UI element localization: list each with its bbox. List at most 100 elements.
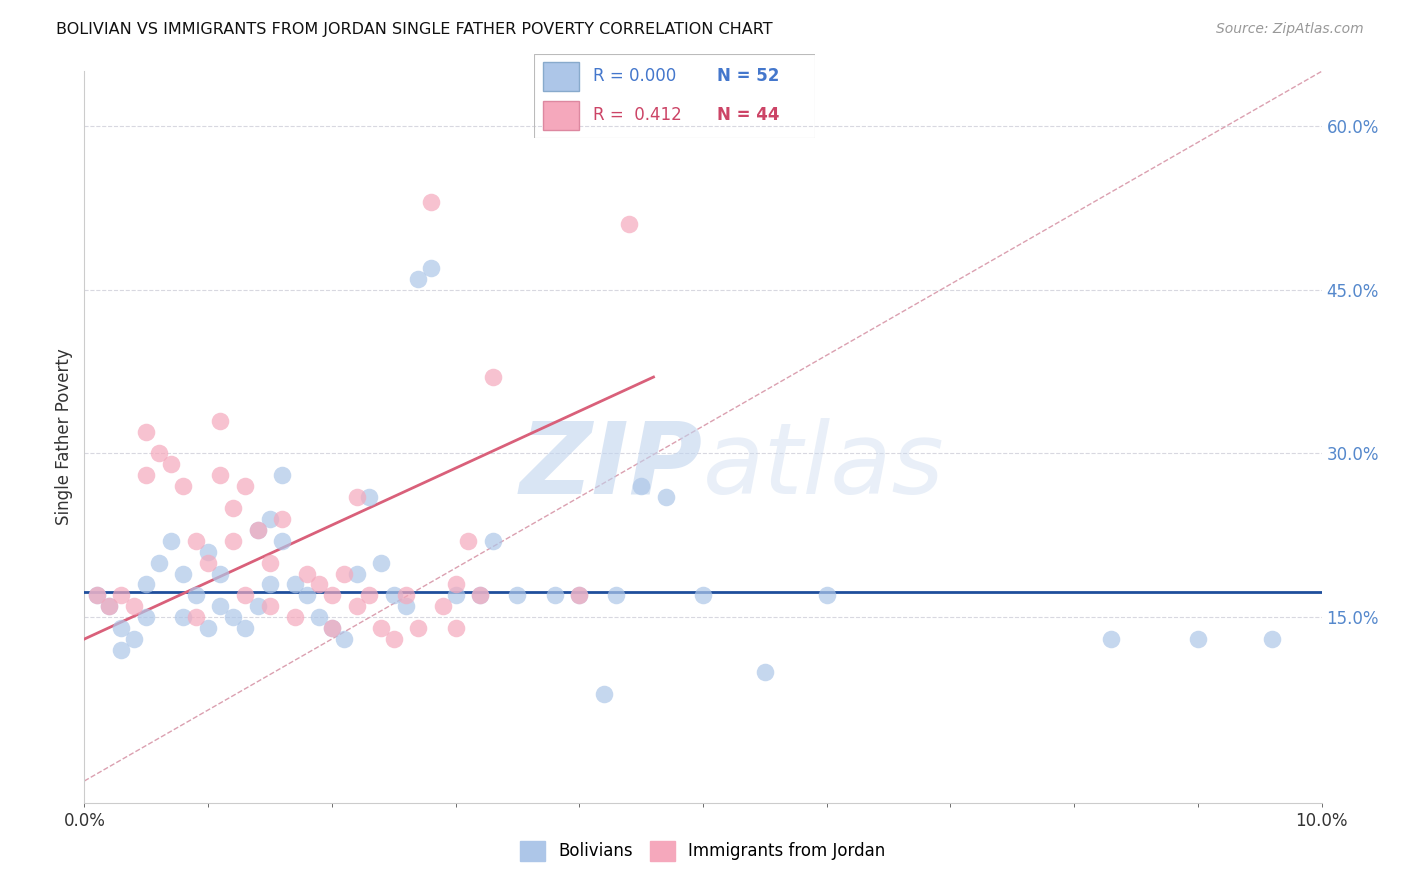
Point <box>172 566 194 581</box>
Point <box>308 610 330 624</box>
Y-axis label: Single Father Poverty: Single Father Poverty <box>55 349 73 525</box>
Point <box>346 490 368 504</box>
Point <box>148 556 170 570</box>
Point <box>333 632 356 646</box>
Point <box>432 599 454 614</box>
Point <box>815 588 838 602</box>
Point <box>246 523 269 537</box>
FancyBboxPatch shape <box>543 101 579 130</box>
Point <box>1187 632 1209 646</box>
Point <box>135 468 157 483</box>
Point <box>308 577 330 591</box>
Point <box>222 610 245 624</box>
Point <box>233 588 256 602</box>
Point <box>122 599 145 614</box>
Point <box>184 533 207 548</box>
Point <box>346 566 368 581</box>
Point <box>506 588 529 602</box>
Point <box>86 588 108 602</box>
Point <box>444 621 467 635</box>
Text: R = 0.000: R = 0.000 <box>593 68 676 86</box>
Point <box>160 533 183 548</box>
Point <box>86 588 108 602</box>
Point <box>470 588 492 602</box>
Point <box>321 588 343 602</box>
Point <box>295 588 318 602</box>
Point <box>543 588 565 602</box>
Text: ZIP: ZIP <box>520 417 703 515</box>
Point <box>110 643 132 657</box>
Point <box>370 556 392 570</box>
Point <box>481 533 503 548</box>
Point <box>135 425 157 439</box>
Text: Source: ZipAtlas.com: Source: ZipAtlas.com <box>1216 22 1364 37</box>
Point <box>271 468 294 483</box>
Point <box>259 599 281 614</box>
Point <box>259 512 281 526</box>
Point <box>233 621 256 635</box>
Point <box>321 621 343 635</box>
Point <box>617 217 640 231</box>
Point <box>172 610 194 624</box>
Point <box>209 414 232 428</box>
Legend: Bolivians, Immigrants from Jordan: Bolivians, Immigrants from Jordan <box>513 834 893 868</box>
Point <box>184 588 207 602</box>
Point <box>222 533 245 548</box>
Point <box>692 588 714 602</box>
Point <box>197 621 219 635</box>
Point <box>209 566 232 581</box>
Point <box>284 577 307 591</box>
Point <box>395 588 418 602</box>
Point <box>160 458 183 472</box>
Point <box>271 512 294 526</box>
Point <box>593 687 616 701</box>
Point <box>172 479 194 493</box>
Point <box>197 545 219 559</box>
Point <box>110 588 132 602</box>
Point <box>271 533 294 548</box>
Point <box>408 272 430 286</box>
Text: N = 52: N = 52 <box>717 68 779 86</box>
Point <box>1261 632 1284 646</box>
Point <box>605 588 627 602</box>
Point <box>419 195 441 210</box>
Point <box>197 556 219 570</box>
Point <box>357 490 380 504</box>
Point <box>419 260 441 275</box>
Point <box>395 599 418 614</box>
Point <box>246 523 269 537</box>
Text: N = 44: N = 44 <box>717 106 779 124</box>
Point <box>284 610 307 624</box>
Point <box>754 665 776 679</box>
Point <box>295 566 318 581</box>
Point <box>333 566 356 581</box>
Point <box>1099 632 1122 646</box>
Point <box>148 446 170 460</box>
Point <box>209 468 232 483</box>
Text: BOLIVIAN VS IMMIGRANTS FROM JORDAN SINGLE FATHER POVERTY CORRELATION CHART: BOLIVIAN VS IMMIGRANTS FROM JORDAN SINGL… <box>56 22 773 37</box>
Point <box>135 610 157 624</box>
Point <box>382 632 405 646</box>
Point <box>98 599 121 614</box>
Point <box>444 588 467 602</box>
Point <box>233 479 256 493</box>
Point <box>259 556 281 570</box>
Point <box>457 533 479 548</box>
Point <box>630 479 652 493</box>
Point <box>222 501 245 516</box>
Point <box>470 588 492 602</box>
Text: R =  0.412: R = 0.412 <box>593 106 682 124</box>
Point <box>321 621 343 635</box>
Point <box>110 621 132 635</box>
Point <box>568 588 591 602</box>
Point <box>259 577 281 591</box>
Point <box>408 621 430 635</box>
Point <box>135 577 157 591</box>
Point <box>122 632 145 646</box>
Point <box>481 370 503 384</box>
Point <box>568 588 591 602</box>
Point <box>346 599 368 614</box>
Point <box>246 599 269 614</box>
Point <box>209 599 232 614</box>
Point <box>98 599 121 614</box>
